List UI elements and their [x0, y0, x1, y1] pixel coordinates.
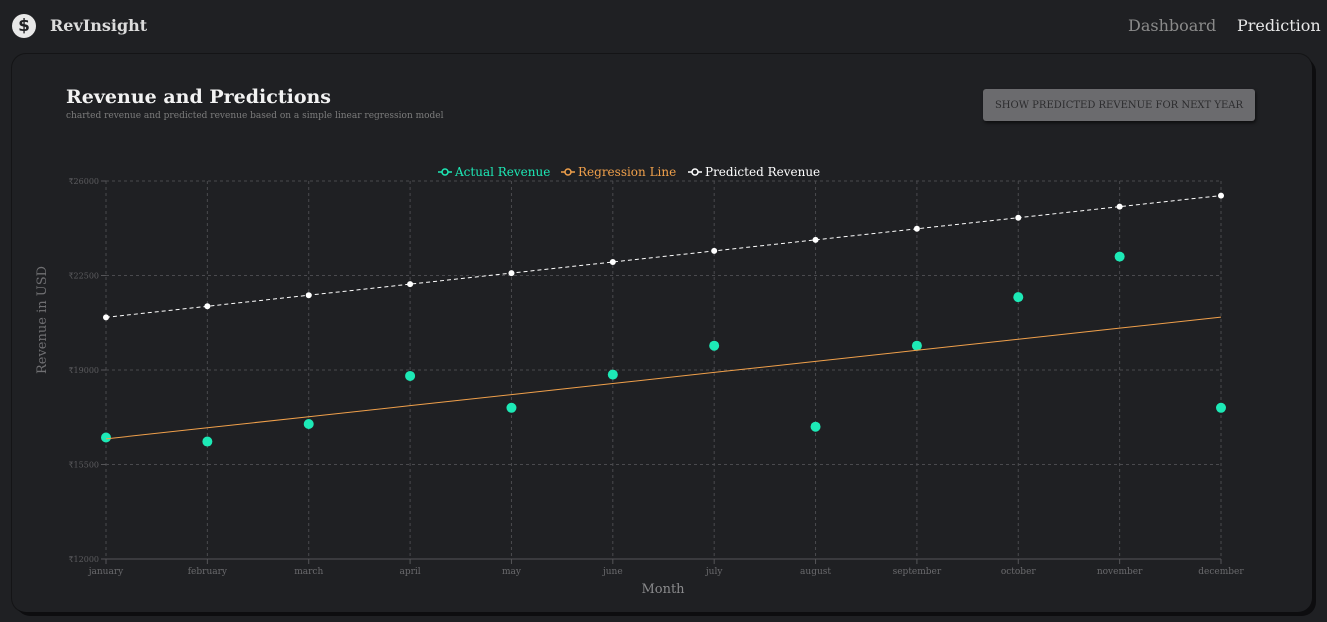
x-tick-label: february — [188, 567, 228, 577]
x-tick-label: june — [602, 567, 623, 577]
y-axis-ticks: ₹12000 ₹15500 ₹19000 ₹22500 ₹26000 — [68, 177, 99, 564]
legend-predicted-revenue[interactable]: Predicted Revenue — [688, 165, 820, 179]
top-bar: $ RevInsight Dashboard Prediction — [0, 0, 1327, 54]
chart-legend: Actual Revenue Regression Line Predicted R… — [438, 165, 820, 179]
legend-label: Regression Line — [578, 165, 676, 179]
actual-revenue-point[interactable] — [911, 340, 922, 351]
actual-revenue-point[interactable] — [810, 421, 821, 432]
predicted-revenue-point[interactable] — [1116, 203, 1123, 210]
x-axis-ticks: january february march april may june july augu… — [88, 567, 1245, 577]
actual-revenue-point[interactable] — [506, 402, 517, 413]
legend-circle-marker — [691, 168, 699, 176]
x-tick-label: march — [294, 567, 323, 577]
predicted-revenue-point[interactable] — [711, 247, 718, 254]
x-tick-label: january — [88, 567, 124, 577]
chart-grid — [101, 180, 1222, 564]
nav-dashboard[interactable]: Dashboard — [1128, 16, 1217, 35]
show-predicted-revenue-button[interactable]: SHOW PREDICTED REVENUE FOR NEXT YEAR — [983, 89, 1255, 121]
brand-name[interactable]: RevInsight — [50, 16, 148, 35]
series-layer — [101, 192, 1226, 447]
legend-circle-marker — [564, 168, 572, 176]
predicted-revenue-point[interactable] — [103, 314, 109, 321]
predicted-revenue-point[interactable] — [508, 270, 515, 277]
x-tick-label: november — [1097, 567, 1143, 577]
x-axis-label: Month — [641, 582, 685, 597]
x-tick-label: may — [502, 567, 522, 577]
actual-revenue-point[interactable] — [1114, 251, 1125, 262]
x-tick-label: october — [1001, 567, 1037, 577]
nav-prediction[interactable]: Prediction — [1237, 16, 1321, 35]
actual-revenue-point[interactable] — [607, 369, 618, 380]
y-tick-label: ₹26000 — [68, 177, 99, 186]
actual-revenue-point[interactable] — [202, 436, 213, 447]
legend-regression-line[interactable]: Regression Line — [561, 165, 676, 179]
predicted-revenue-point[interactable] — [609, 259, 616, 265]
actual-revenue-point[interactable] — [303, 419, 314, 429]
x-tick-label: december — [1198, 567, 1244, 577]
actual-revenue-point[interactable] — [1216, 402, 1226, 413]
x-tick-label: april — [399, 567, 420, 577]
legend-actual-revenue[interactable]: Actual Revenue — [438, 165, 550, 179]
legend-label: Predicted Revenue — [705, 165, 820, 179]
regression-line — [105, 316, 1222, 440]
x-tick-label: july — [705, 567, 723, 577]
y-tick-label: ₹19000 — [68, 366, 99, 375]
y-tick-label: ₹12000 — [68, 555, 99, 564]
actual-revenue-point[interactable] — [405, 370, 416, 381]
predicted-revenue-point[interactable] — [407, 281, 414, 288]
predicted-revenue-point[interactable] — [204, 303, 211, 310]
predicted-revenue-point[interactable] — [305, 292, 312, 299]
x-tick-label: september — [893, 567, 942, 577]
y-tick-label: ₹22500 — [68, 272, 99, 281]
actual-revenue-point[interactable] — [1013, 292, 1024, 303]
predicted-revenue-line — [105, 195, 1222, 318]
predicted-revenue-point[interactable] — [1218, 192, 1224, 199]
actual-revenue-point[interactable] — [709, 340, 720, 351]
predicted-revenue-point[interactable] — [812, 236, 819, 243]
actual-revenue-point[interactable] — [101, 432, 111, 443]
y-axis-label: Revenue in USD — [35, 266, 50, 374]
legend-label: Actual Revenue — [454, 165, 550, 179]
y-tick-label: ₹15500 — [68, 461, 99, 470]
predicted-revenue-point[interactable] — [913, 225, 920, 232]
x-tick-label: august — [800, 567, 831, 577]
legend-circle-marker — [441, 168, 449, 176]
predicted-revenue-point[interactable] — [1015, 214, 1022, 221]
page-subtitle: charted revenue and predicted revenue ba… — [66, 111, 444, 121]
dollar-icon[interactable]: $ — [12, 14, 36, 38]
page-title: Revenue and Predictions — [66, 86, 331, 108]
chart-card — [12, 54, 1312, 612]
